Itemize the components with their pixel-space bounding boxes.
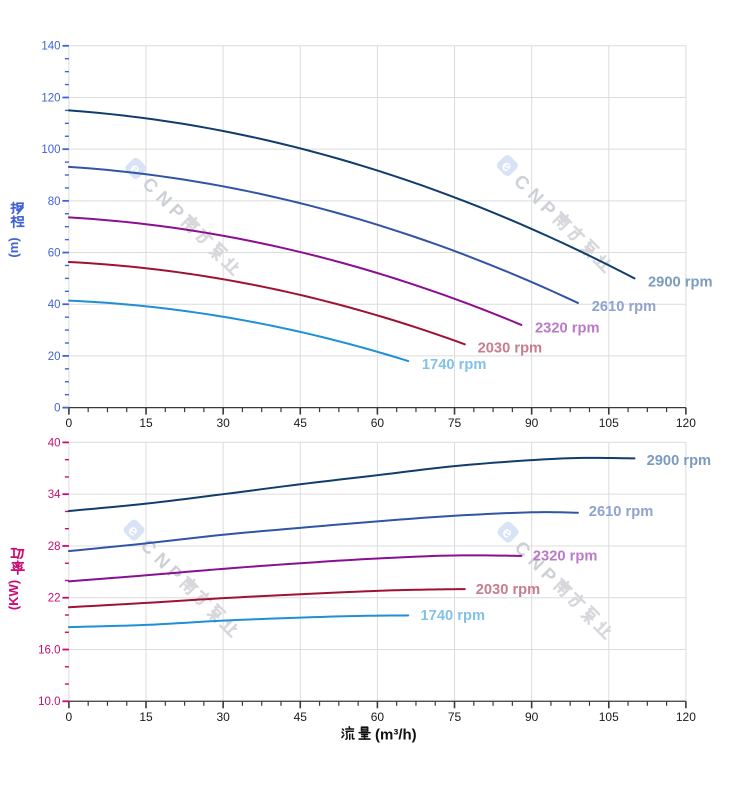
svg-text:60: 60 [48, 247, 61, 259]
svg-text:45: 45 [294, 710, 308, 724]
svg-text:10.0: 10.0 [38, 696, 60, 708]
svg-text:2320 rpm: 2320 rpm [533, 547, 598, 564]
svg-text:75: 75 [448, 710, 462, 724]
svg-text:60: 60 [371, 710, 385, 724]
svg-text:120: 120 [676, 710, 696, 724]
svg-text:0: 0 [54, 403, 60, 415]
svg-text:2320 rpm: 2320 rpm [535, 319, 600, 336]
svg-text:(m): (m) [6, 237, 21, 257]
svg-text:40: 40 [48, 299, 61, 311]
svg-text:120: 120 [676, 416, 696, 430]
svg-text:2030 rpm: 2030 rpm [478, 339, 542, 356]
svg-text:1740 rpm: 1740 rpm [421, 607, 486, 624]
svg-text:22: 22 [48, 593, 61, 605]
svg-text:120: 120 [41, 92, 60, 104]
svg-text:20: 20 [48, 351, 61, 363]
svg-text:30: 30 [216, 710, 230, 724]
svg-text:2900 rpm: 2900 rpm [647, 452, 712, 469]
svg-text:2610 rpm: 2610 rpm [592, 298, 657, 315]
svg-text:80: 80 [48, 196, 61, 208]
svg-text:0: 0 [66, 416, 73, 430]
svg-text:40: 40 [48, 437, 61, 449]
svg-text:34: 34 [48, 489, 61, 501]
svg-text:28: 28 [48, 541, 61, 553]
svg-text:60: 60 [371, 416, 385, 430]
svg-text:2900 rpm: 2900 rpm [648, 274, 713, 291]
svg-text:75: 75 [448, 416, 462, 430]
svg-text:90: 90 [525, 710, 539, 724]
svg-text:2610 rpm: 2610 rpm [589, 503, 654, 520]
svg-text:2030 rpm: 2030 rpm [476, 581, 541, 598]
svg-text:0: 0 [66, 710, 73, 724]
svg-text:30: 30 [216, 416, 230, 430]
svg-text:(KW): (KW) [6, 580, 21, 610]
svg-text:105: 105 [599, 416, 619, 430]
svg-text:1740 rpm: 1740 rpm [422, 356, 487, 373]
svg-text:90: 90 [525, 416, 539, 430]
svg-text:100: 100 [41, 144, 60, 156]
svg-text:15: 15 [139, 710, 153, 724]
svg-text:15: 15 [139, 416, 153, 430]
svg-text:105: 105 [599, 710, 619, 724]
svg-text:16.0: 16.0 [38, 644, 60, 656]
svg-text:(m³/h): (m³/h) [375, 727, 417, 744]
svg-text:45: 45 [294, 416, 308, 430]
svg-text:140: 140 [41, 41, 60, 53]
